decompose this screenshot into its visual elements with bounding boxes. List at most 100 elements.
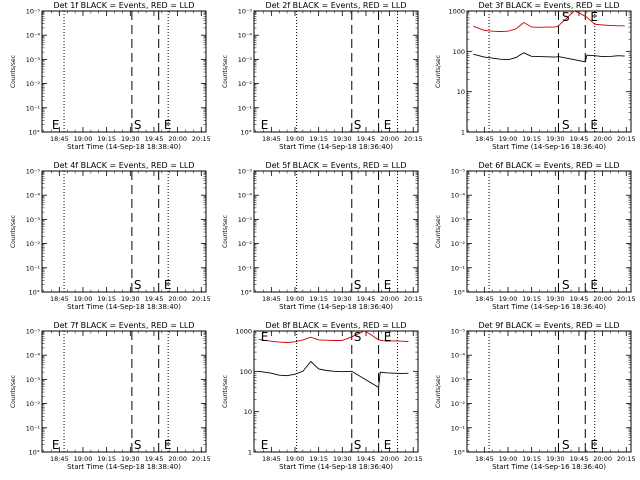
x-tick-label: 19:45 (570, 135, 589, 143)
end-marker-label: E (52, 438, 60, 452)
plot-frame (41, 330, 207, 453)
start-marker-label: S (562, 438, 570, 452)
events-series-line (473, 52, 625, 63)
x-tick-label: 20:15 (404, 135, 423, 143)
panel-det-2: Det 2f BLACK = Events, RED = LLD 10° 10⁻¹ 1… (222, 1, 423, 151)
y-tick-label: 10⁻⁴ (26, 352, 41, 360)
y-axis-label: Counts/sec (10, 55, 17, 88)
y-tick-label: 10⁻¹ (26, 264, 41, 272)
x-tick-label: 19:00 (74, 295, 93, 303)
panel-title: Det 7f BLACK = Events, RED = LLD (53, 321, 194, 330)
y-tick-label: 10⁻³ (238, 56, 253, 64)
start-marker-label: S (562, 118, 570, 132)
panel-title: Det 2f BLACK = Events, RED = LLD (265, 1, 406, 10)
panel-title: Det 5f BLACK = Events, RED = LLD (265, 161, 406, 170)
x-tick-label: 19:00 (499, 295, 518, 303)
x-tick-label: 19:15 (522, 295, 541, 303)
x-tick-label: 18:45 (475, 455, 494, 463)
x-tick-label: 19:30 (121, 135, 140, 143)
x-tick-label: 20:00 (593, 455, 612, 463)
x-tick-label: 19:45 (570, 455, 589, 463)
y-tick-label: 10⁻⁵ (26, 328, 41, 336)
y-tick-label: 10⁻¹ (238, 264, 253, 272)
panel-det-5: Det 5f BLACK = Events, RED = LLD 10° 10⁻¹ 1… (222, 161, 423, 311)
y-tick-label: 10° (240, 129, 252, 137)
x-tick-label: 20:15 (192, 295, 211, 303)
x-tick-label: 19:15 (522, 135, 541, 143)
x-tick-label: 19:15 (309, 295, 328, 303)
panel-det-3: Det 3f BLACK = Events, RED = LLD 1 10 100 10… (435, 1, 636, 151)
y-axis-label: Counts/sec (222, 375, 229, 408)
lld-series-line (473, 10, 625, 32)
start-marker-label: S (354, 438, 362, 452)
x-tick-label: 20:00 (168, 135, 187, 143)
x-tick-label: 19:45 (357, 455, 376, 463)
x-axis-label: Start Time (14-Sep-18 18:38:40) (67, 303, 181, 311)
y-axis-label: Counts/sec (435, 215, 442, 248)
panel-title: Det 8f BLACK = Events, RED = LLD (265, 321, 406, 330)
end-marker-label: E (164, 438, 172, 452)
y-tick-label: 10⁻⁵ (238, 8, 253, 16)
y-tick-label: 10⁻² (238, 240, 253, 248)
x-tick-label: 19:00 (286, 135, 305, 143)
start-marker-label-top: S (354, 330, 362, 344)
start-marker-label: S (134, 438, 142, 452)
x-tick-label: 19:15 (309, 135, 328, 143)
panel-det-9: Det 9f BLACK = Events, RED = LLD 10° 10⁻¹ 1… (435, 321, 636, 471)
start-marker-label: S (134, 118, 142, 132)
plot-frame (466, 10, 632, 133)
x-tick-label: 18:45 (475, 295, 494, 303)
x-tick-label: 19:30 (333, 455, 352, 463)
y-tick-label: 10° (28, 129, 40, 137)
panel-title: Det 6f BLACK = Events, RED = LLD (478, 161, 619, 170)
x-axis-label: Start Time (14-Sep-18 18:38:40) (67, 463, 181, 471)
x-tick-label: 20:00 (168, 455, 187, 463)
plot-frame (253, 330, 419, 453)
y-tick-label: 10⁻¹ (451, 424, 466, 432)
panel-title: Det 3f BLACK = Events, RED = LLD (478, 1, 619, 10)
y-axis-label: Counts/sec (222, 55, 229, 88)
events-series-line (258, 360, 409, 389)
y-tick-label: 10° (453, 449, 465, 457)
plot-frame (253, 170, 419, 293)
y-tick-label: 10⁻⁴ (451, 192, 466, 200)
y-tick-label: 10⁻¹ (238, 104, 253, 112)
y-tick-label: 10 (457, 88, 465, 96)
x-tick-label: 19:45 (570, 295, 589, 303)
y-tick-label: 10 (244, 408, 252, 416)
y-tick-label: 1000 (448, 8, 465, 16)
y-tick-label: 10⁻² (26, 400, 41, 408)
x-tick-label: 18:45 (262, 295, 281, 303)
y-axis-label: Counts/sec (10, 215, 17, 248)
x-tick-label: 18:45 (262, 455, 281, 463)
x-tick-label: 20:15 (617, 295, 636, 303)
end-marker-label: E (384, 118, 392, 132)
start-marker-label: S (134, 278, 142, 292)
x-tick-label: 20:15 (617, 455, 636, 463)
x-tick-label: 19:15 (97, 295, 116, 303)
x-tick-label: 20:15 (404, 295, 423, 303)
x-tick-label: 18:45 (50, 455, 69, 463)
x-tick-label: 20:00 (593, 135, 612, 143)
start-marker-label: S (354, 278, 362, 292)
y-tick-label: 10⁻³ (26, 376, 41, 384)
x-tick-label: 20:00 (380, 455, 399, 463)
y-tick-label: 10⁻⁵ (26, 168, 41, 176)
y-tick-label: 10⁻¹ (451, 264, 466, 272)
x-tick-label: 19:00 (499, 135, 518, 143)
x-tick-label: 19:00 (499, 455, 518, 463)
x-axis-label: Start Time (14-Sep-16 18:36:40) (492, 303, 606, 311)
end-marker-label: E (164, 118, 172, 132)
y-tick-label: 10° (240, 289, 252, 297)
plot-frame (466, 170, 632, 293)
start-marker-label: S (562, 278, 570, 292)
x-tick-label: 19:15 (522, 455, 541, 463)
x-tick-label: 20:00 (593, 295, 612, 303)
panel-det-7: Det 7f BLACK = Events, RED = LLD 10° 10⁻¹ 1… (10, 321, 211, 471)
x-axis-label: Start Time (14-Sep-16 18:36:40) (492, 463, 606, 471)
x-tick-label: 19:00 (74, 135, 93, 143)
y-tick-label: 1 (461, 129, 465, 137)
x-tick-label: 20:15 (404, 455, 423, 463)
end-marker-label-top: E (384, 330, 392, 344)
